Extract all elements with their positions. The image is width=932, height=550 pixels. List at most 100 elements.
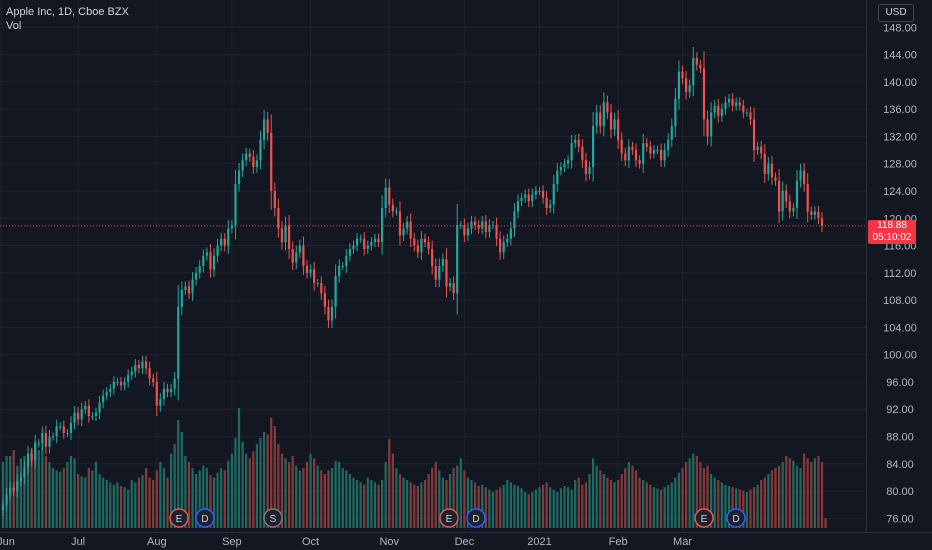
candle-body[interactable] xyxy=(577,139,580,147)
candle-body[interactable] xyxy=(338,266,341,277)
candle-body[interactable] xyxy=(702,68,706,120)
candle-body[interactable] xyxy=(538,190,541,192)
candle-body[interactable] xyxy=(634,150,638,161)
candle-body[interactable] xyxy=(119,381,123,386)
candle-body[interactable] xyxy=(448,283,452,287)
candle-body[interactable] xyxy=(198,266,201,273)
candle-body[interactable] xyxy=(205,252,208,256)
candle-body[interactable] xyxy=(30,453,33,461)
candle-body[interactable] xyxy=(423,238,427,243)
candle-body[interactable] xyxy=(788,201,791,212)
candle-body[interactable] xyxy=(552,184,555,205)
candle-body[interactable] xyxy=(363,238,366,249)
candle-body[interactable] xyxy=(144,361,148,369)
candle-body[interactable] xyxy=(270,133,273,191)
candle-body[interactable] xyxy=(1,504,5,511)
candle-body[interactable] xyxy=(102,395,105,403)
candle-body[interactable] xyxy=(785,190,788,202)
candle-body[interactable] xyxy=(452,283,455,294)
earnings-marker[interactable]: E xyxy=(694,508,714,528)
candle-body[interactable] xyxy=(645,143,648,147)
candle-body[interactable] xyxy=(173,378,176,389)
candle-body[interactable] xyxy=(302,245,305,266)
candle-body[interactable] xyxy=(659,150,663,161)
candle-body[interactable] xyxy=(220,238,223,246)
candle-body[interactable] xyxy=(427,242,430,249)
candle-body[interactable] xyxy=(252,156,255,168)
candle-body[interactable] xyxy=(262,119,266,140)
candle-body[interactable] xyxy=(184,286,187,290)
candle-body[interactable] xyxy=(642,143,645,164)
candle-body[interactable] xyxy=(34,443,37,461)
candle-body[interactable] xyxy=(62,426,65,434)
candle-body[interactable] xyxy=(545,197,548,209)
candle-body[interactable] xyxy=(599,112,602,127)
candle-body[interactable] xyxy=(195,272,198,280)
candle-body[interactable] xyxy=(595,112,598,127)
candle-body[interactable] xyxy=(391,204,394,212)
candle-body[interactable] xyxy=(681,71,684,79)
candle-body[interactable] xyxy=(187,286,191,294)
candle-body[interactable] xyxy=(710,112,713,137)
candle-body[interactable] xyxy=(177,306,180,379)
candle-body[interactable] xyxy=(663,150,666,161)
candle-body[interactable] xyxy=(749,112,752,120)
candle-body[interactable] xyxy=(330,306,334,321)
candle-body[interactable] xyxy=(524,194,527,198)
candle-body[interactable] xyxy=(806,184,809,212)
volume-indicator-label[interactable]: Vol xyxy=(6,20,22,32)
candle-body[interactable] xyxy=(792,208,795,212)
candle-body[interactable] xyxy=(717,105,720,116)
candle-body[interactable] xyxy=(570,143,573,161)
candle-body[interactable] xyxy=(631,146,634,151)
dividend-marker[interactable]: D xyxy=(726,508,746,528)
candle-body[interactable] xyxy=(148,368,151,379)
candle-body[interactable] xyxy=(59,426,62,428)
candle-body[interactable] xyxy=(370,242,373,246)
candle-body[interactable] xyxy=(313,269,316,284)
candle-body[interactable] xyxy=(259,139,262,161)
candle-body[interactable] xyxy=(584,160,588,174)
candle-body[interactable] xyxy=(159,399,162,406)
candle-body[interactable] xyxy=(534,190,537,195)
candle-body[interactable] xyxy=(763,153,766,174)
candle-body[interactable] xyxy=(323,293,326,307)
candle-body[interactable] xyxy=(416,245,419,253)
candle-body[interactable] xyxy=(241,160,244,171)
candle-body[interactable] xyxy=(459,225,462,227)
candle-body[interactable] xyxy=(602,102,605,127)
candle-body[interactable] xyxy=(19,477,22,481)
candle-body[interactable] xyxy=(810,211,813,215)
candle-body[interactable] xyxy=(373,238,377,243)
candle-body[interactable] xyxy=(84,405,87,410)
candle-body[interactable] xyxy=(398,211,402,236)
candle-body[interactable] xyxy=(377,238,380,243)
candle-body[interactable] xyxy=(352,245,355,249)
candle-body[interactable] xyxy=(613,119,616,130)
candle-body[interactable] xyxy=(731,98,734,106)
candle-body[interactable] xyxy=(295,252,298,263)
candle-body[interactable] xyxy=(209,252,212,270)
candle-body[interactable] xyxy=(470,221,473,229)
candle-body[interactable] xyxy=(341,266,344,267)
candle-body[interactable] xyxy=(617,119,620,140)
candle-body[interactable] xyxy=(112,381,115,389)
candle-body[interactable] xyxy=(738,102,741,106)
candle-body[interactable] xyxy=(520,197,523,202)
candle-body[interactable] xyxy=(355,238,359,246)
candle-body[interactable] xyxy=(76,412,80,420)
candle-body[interactable] xyxy=(320,283,323,294)
candle-body[interactable] xyxy=(288,225,291,249)
candle-body[interactable] xyxy=(73,412,76,423)
candle-body[interactable] xyxy=(713,105,716,113)
candle-body[interactable] xyxy=(574,139,577,144)
candle-body[interactable] xyxy=(116,381,119,383)
candle-body[interactable] xyxy=(481,221,484,229)
candle-body[interactable] xyxy=(245,153,248,161)
candle-body[interactable] xyxy=(23,467,26,478)
candle-body[interactable] xyxy=(248,153,251,157)
candle-body[interactable] xyxy=(127,375,130,382)
candle-body[interactable] xyxy=(388,187,391,205)
candle-body[interactable] xyxy=(781,190,784,212)
candle-body[interactable] xyxy=(463,225,466,236)
